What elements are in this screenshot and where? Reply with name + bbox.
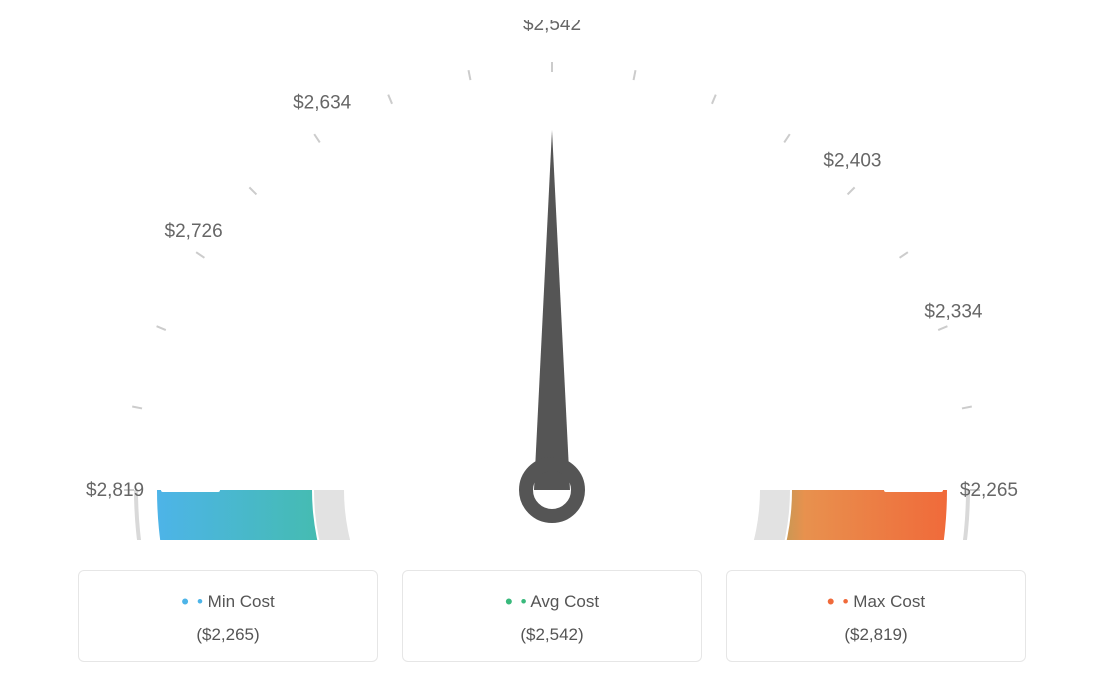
gauge-tick-label: $2,634 [293, 93, 352, 114]
gauge-chart: $2,265 $2,334 $2,403 $2,542 $2,634 $2,726 $2,8… [20, 20, 1084, 662]
gauge-tick-label: $2,726 [165, 221, 223, 242]
legend-title-avg: • Avg Cost [413, 589, 691, 615]
legend-card-avg: • Avg Cost ($2,542) [402, 570, 702, 662]
legend-row: • Min Cost ($2,265) • Avg Cost ($2,542) … [52, 570, 1052, 662]
gauge-svg: $2,265 $2,334 $2,403 $2,542 $2,634 $2,726 $2,8… [22, 20, 1082, 540]
legend-card-max: • Max Cost ($2,819) [726, 570, 1026, 662]
legend-value-avg: ($2,542) [413, 625, 691, 645]
gauge-tick-label: $2,542 [523, 20, 581, 35]
legend-value-max: ($2,819) [737, 625, 1015, 645]
gauge-needle [534, 130, 570, 490]
legend-value-min: ($2,265) [89, 625, 367, 645]
gauge-tick-label: $2,265 [960, 480, 1018, 501]
gauge-tick-label: $2,403 [823, 150, 881, 171]
legend-title-min: • Min Cost [89, 589, 367, 615]
gauge-tick-label: $2,334 [924, 302, 983, 323]
gauge-tick-label: $2,819 [86, 480, 144, 501]
legend-card-min: • Min Cost ($2,265) [78, 570, 378, 662]
legend-title-max: • Max Cost [737, 589, 1015, 615]
